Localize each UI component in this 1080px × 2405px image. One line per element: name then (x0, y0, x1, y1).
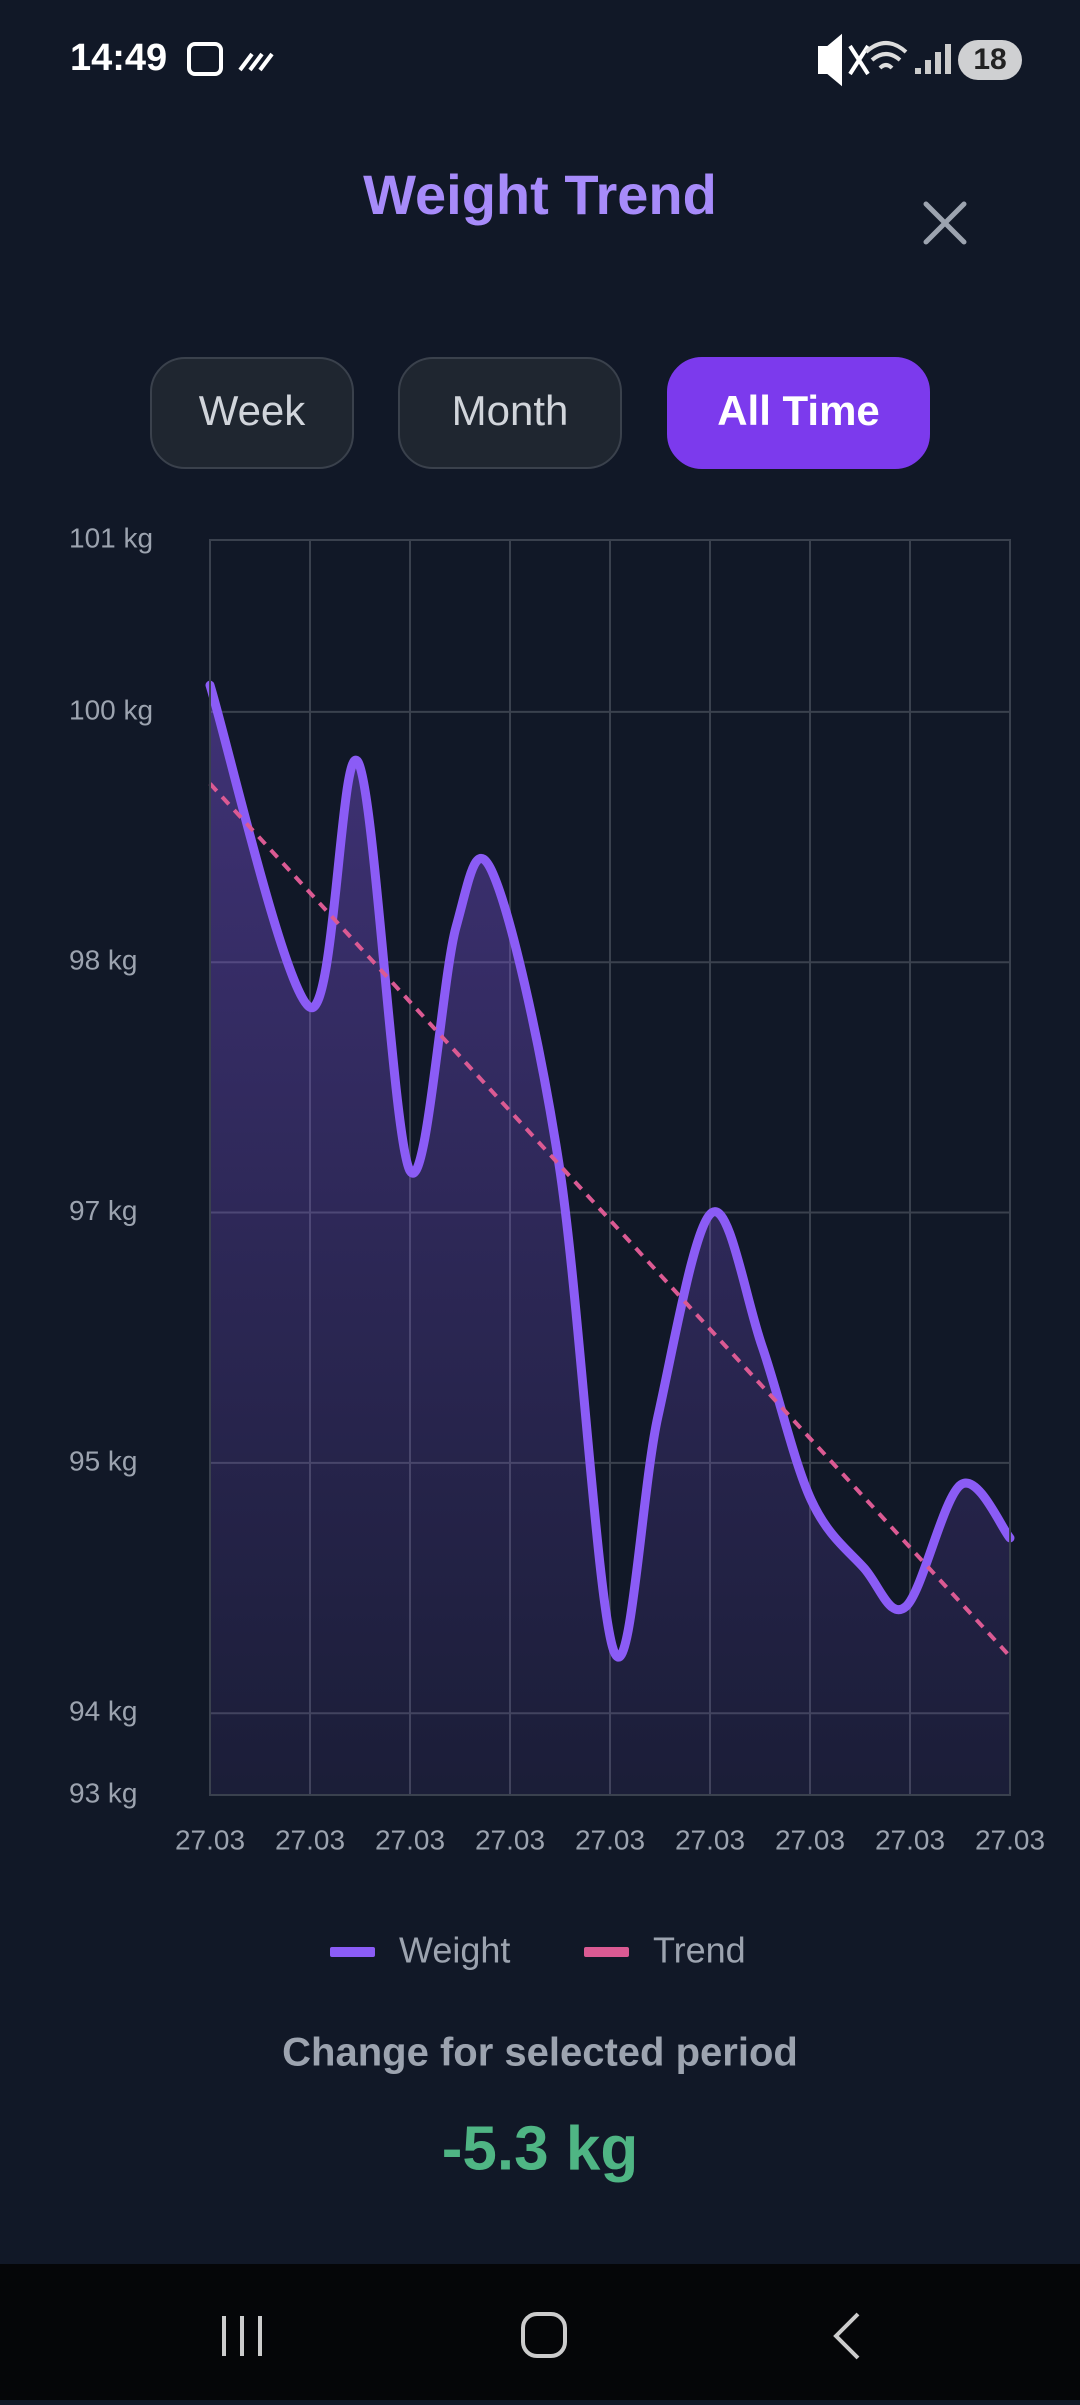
legend: Weight Trend (330, 1930, 746, 1971)
back-button[interactable] (833, 2312, 860, 2360)
tab-label[interactable]: Month (452, 387, 569, 434)
weight-area (210, 685, 1010, 1795)
close-button[interactable] (923, 201, 967, 245)
tab-button[interactable] (667, 357, 930, 469)
screenshot-icon (187, 42, 223, 76)
signal-icon (915, 44, 951, 74)
title: Weight Trend (363, 163, 717, 226)
legend-swatch (584, 1947, 629, 1957)
legend-swatch (330, 1947, 375, 1957)
x-tick-label: 27.03 (975, 1824, 1045, 1855)
plot-border (209, 539, 1011, 1796)
chart: 93 kg 94 kg 95 kg 97 kg 98 kg 100 kg 101 kg 27.… (69, 522, 1045, 1855)
y-tick-label: 100 kg (69, 694, 153, 725)
y-tick-label: 101 kg (69, 522, 153, 553)
x-tick-label: 27.03 (175, 1824, 245, 1855)
battery-level: 18 (973, 43, 1006, 76)
status-time: 14:49 (70, 37, 167, 79)
status-icon (238, 52, 274, 72)
x-tick-label: 27.03 (375, 1824, 445, 1855)
x-tick-label: 27.03 (475, 1824, 545, 1855)
legend-label: Trend (653, 1930, 746, 1971)
summary-value: -5.3 kg (442, 2114, 638, 2183)
tabs: Week Month All Time (150, 357, 930, 469)
summary-label: Change for selected period (282, 2031, 798, 2075)
x-tick-label: 27.03 (275, 1824, 345, 1855)
home-button[interactable] (521, 2312, 567, 2358)
tab-button[interactable] (398, 357, 622, 469)
wifi-icon (864, 41, 908, 70)
y-tick-label: 94 kg (69, 1696, 138, 1727)
x-tick-label: 27.03 (775, 1824, 845, 1855)
tab-button[interactable] (150, 357, 354, 469)
tab-label[interactable]: Week (199, 387, 307, 434)
nav-bar (0, 2264, 1080, 2400)
recents-button[interactable] (222, 2316, 262, 2356)
y-tick-label: 97 kg (69, 1195, 138, 1226)
y-tick-label: 95 kg (69, 1445, 138, 1476)
x-tick-label: 27.03 (575, 1824, 645, 1855)
weight-line (205, 680, 1015, 1662)
y-tick-label: 93 kg (69, 1777, 138, 1808)
legend-label: Weight (399, 1930, 510, 1971)
tab-label[interactable]: All Time (717, 387, 880, 434)
x-tick-label: 27.03 (875, 1824, 945, 1855)
x-tick-label: 27.03 (675, 1824, 745, 1855)
status-bar: 14:49 18 (70, 33, 1022, 87)
battery (958, 40, 1022, 80)
y-tick-label: 98 kg (69, 945, 138, 976)
